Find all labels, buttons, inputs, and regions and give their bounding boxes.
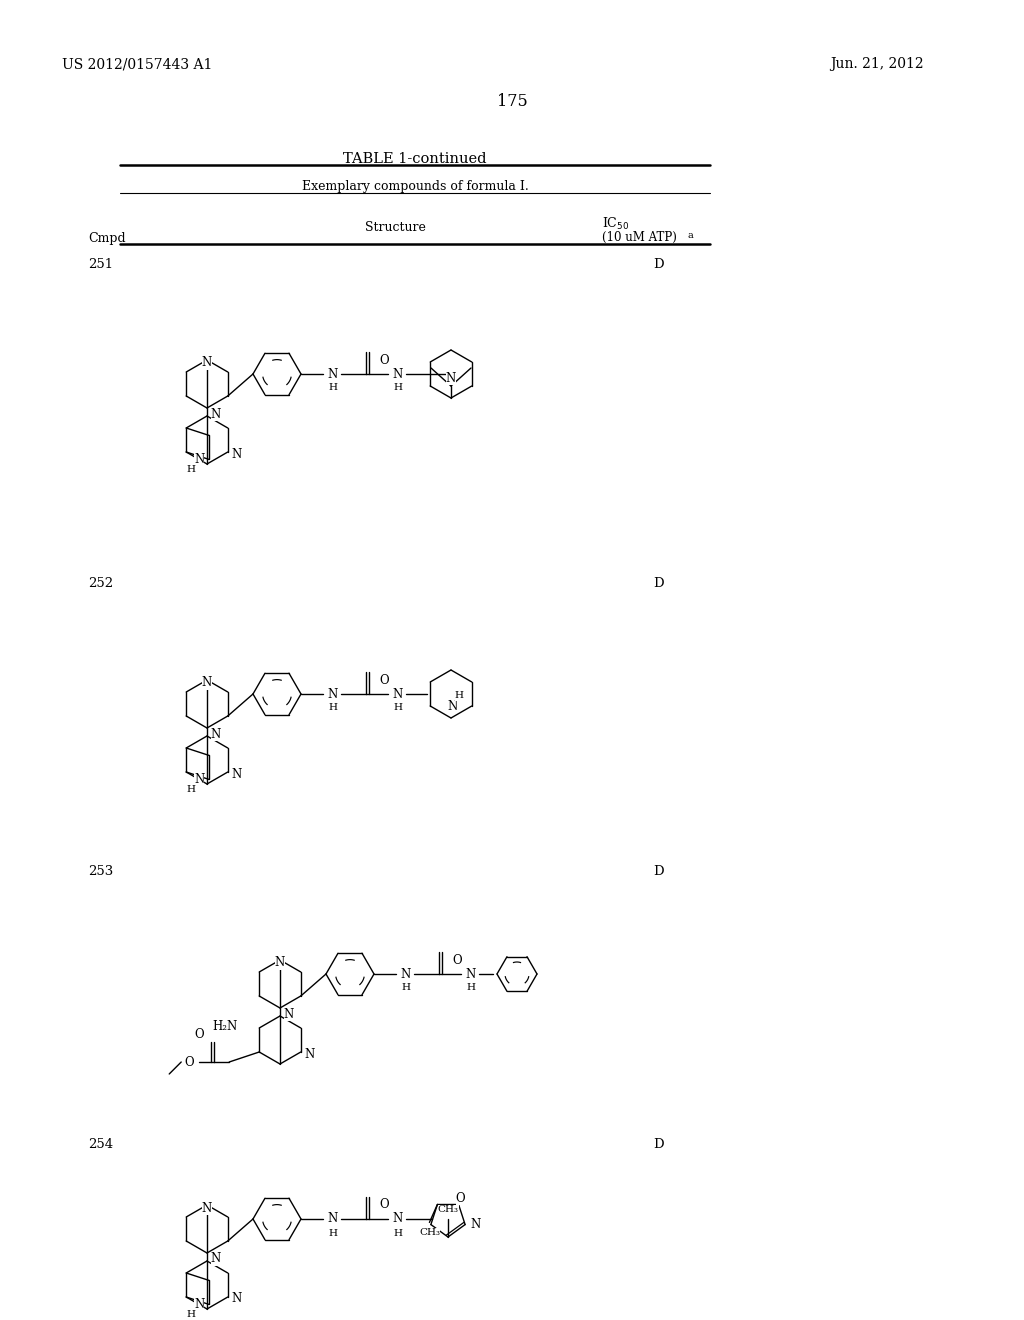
Text: O: O: [195, 1027, 204, 1040]
Text: N: N: [305, 1048, 315, 1060]
Text: O: O: [452, 953, 462, 966]
Text: N: N: [400, 968, 411, 981]
Text: 253: 253: [88, 865, 114, 878]
Text: IC$_{50}$: IC$_{50}$: [602, 216, 629, 232]
Text: US 2012/0157443 A1: US 2012/0157443 A1: [62, 57, 212, 71]
Text: O: O: [184, 1056, 194, 1068]
Text: N: N: [393, 367, 403, 380]
Text: 252: 252: [88, 577, 113, 590]
Text: N: N: [211, 408, 221, 421]
Text: TABLE 1-continued: TABLE 1-continued: [343, 152, 486, 166]
Text: 251: 251: [88, 257, 113, 271]
Text: H: H: [455, 692, 464, 701]
Text: Cmpd: Cmpd: [88, 232, 126, 246]
Text: H₂N: H₂N: [212, 1019, 238, 1032]
Text: H: H: [393, 384, 402, 392]
Text: N: N: [231, 767, 242, 780]
Text: N: N: [202, 356, 212, 370]
Text: Structure: Structure: [365, 220, 425, 234]
Text: O: O: [456, 1192, 465, 1205]
Text: D: D: [653, 1138, 664, 1151]
Text: H: H: [393, 704, 402, 713]
Text: H: H: [186, 1309, 196, 1319]
Text: Jun. 21, 2012: Jun. 21, 2012: [830, 57, 924, 71]
Text: D: D: [653, 577, 664, 590]
Text: N: N: [202, 676, 212, 689]
Text: Exemplary compounds of formula I.: Exemplary compounds of formula I.: [302, 180, 528, 193]
Text: D: D: [653, 865, 664, 878]
Text: N: N: [211, 1253, 221, 1266]
Text: O: O: [379, 1199, 389, 1212]
Text: N: N: [328, 367, 338, 380]
Text: D: D: [653, 257, 664, 271]
Text: N: N: [231, 1292, 242, 1305]
Text: N: N: [447, 700, 458, 713]
Text: a: a: [688, 231, 693, 240]
Text: H: H: [329, 384, 338, 392]
Text: H: H: [393, 1229, 402, 1238]
Text: N: N: [231, 447, 242, 461]
Text: N: N: [466, 968, 476, 981]
Text: N: N: [211, 727, 221, 741]
Text: N: N: [445, 371, 456, 384]
Text: O: O: [379, 673, 389, 686]
Text: N: N: [194, 774, 204, 785]
Text: 254: 254: [88, 1138, 113, 1151]
Text: N: N: [274, 957, 285, 969]
Text: H: H: [329, 704, 338, 713]
Text: H: H: [186, 465, 196, 474]
Text: N: N: [202, 1201, 212, 1214]
Text: CH₃: CH₃: [437, 1204, 459, 1213]
Text: N: N: [393, 688, 403, 701]
Text: N: N: [194, 453, 204, 466]
Text: O: O: [379, 354, 389, 367]
Text: N: N: [284, 1007, 294, 1020]
Text: N: N: [328, 1213, 338, 1225]
Text: H: H: [329, 1229, 338, 1238]
Text: H: H: [401, 983, 411, 993]
Text: H: H: [186, 785, 196, 793]
Text: N: N: [470, 1218, 480, 1232]
Text: N: N: [328, 688, 338, 701]
Text: N: N: [393, 1213, 403, 1225]
Text: (10 uM ATP): (10 uM ATP): [602, 231, 677, 244]
Text: 175: 175: [497, 92, 527, 110]
Text: H: H: [467, 983, 475, 993]
Text: N: N: [194, 1298, 204, 1311]
Text: CH₃: CH₃: [419, 1228, 440, 1237]
